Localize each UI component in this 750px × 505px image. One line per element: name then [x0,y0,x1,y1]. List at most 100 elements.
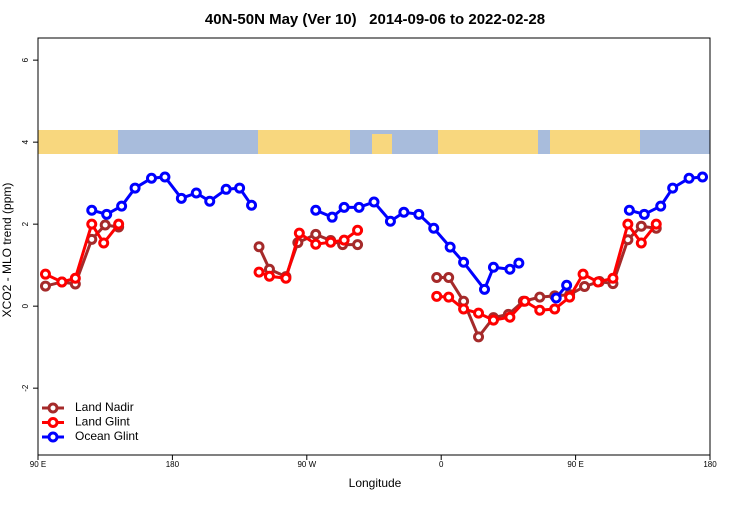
point [431,290,443,302]
legend-label: Land Glint [75,415,130,429]
legend-label: Land Nadir [75,400,134,414]
point [458,303,470,315]
point [338,201,350,213]
y-tick-label: 2 [21,221,30,226]
point [310,204,322,216]
point [113,218,125,230]
map-strip [38,130,710,154]
y-axis-label: XCO2 - MLO trend (ppm) [0,183,14,318]
point [175,192,187,204]
point [56,276,68,288]
point [487,314,499,326]
point [550,292,562,304]
point [263,270,275,282]
point [473,331,485,343]
point [116,200,128,212]
point [577,268,589,280]
point [368,196,380,208]
point [234,182,246,194]
x-tick-label: 180 [703,460,717,469]
point [398,206,410,218]
point [444,241,456,253]
legend-marker [47,431,59,443]
point [204,195,216,207]
point [159,171,171,183]
x-tick-label: 180 [166,460,180,469]
point [667,182,679,194]
point [145,172,157,184]
chart-title: 40N-50N May (Ver 10) 2014-09-06 to 2022-… [205,11,545,28]
point [592,276,604,288]
point [549,303,561,315]
point [683,172,695,184]
point [638,208,650,220]
point [697,171,709,183]
point [635,220,647,232]
point [86,204,98,216]
point [310,228,322,240]
point [98,237,110,249]
point [220,183,232,195]
point [635,237,647,249]
point [579,280,591,292]
x-tick-label: 90 E [567,460,583,469]
point [650,218,662,230]
series-line [436,220,658,322]
point [129,182,141,194]
legend-marker [47,402,59,414]
point [384,215,396,227]
point [622,218,634,230]
point [513,257,525,269]
x-tick-label: 90 W [297,460,316,469]
point [280,272,292,284]
point [519,295,531,307]
point [458,256,470,268]
point [443,271,455,283]
y-tick-label: -2 [21,384,30,392]
point [293,227,305,239]
point [338,234,350,246]
point [39,280,51,292]
point [431,271,443,283]
point [473,307,485,319]
point [413,208,425,220]
point [99,219,111,231]
point [479,283,491,295]
point [561,279,573,291]
point [39,268,51,280]
y-tick-label: 0 [21,303,30,308]
plot-frame [37,37,711,456]
point [504,311,516,323]
x-axis-label: Longitude [349,476,402,490]
x-tick-label: 0 [439,460,444,469]
x-tick-label: 90 E [30,460,46,469]
point [246,199,258,211]
point [86,218,98,230]
point [534,291,546,303]
y-tick-label: 6 [21,57,30,62]
series-line [436,224,657,340]
point [325,236,337,248]
y-tick-label: 4 [21,139,30,144]
series-line [44,220,120,284]
point [310,238,322,250]
point [326,211,338,223]
point [443,291,455,303]
point [607,272,619,284]
point [352,224,364,236]
point [253,241,265,253]
point [69,272,81,284]
point [352,239,364,251]
point [564,291,576,303]
point [253,266,265,278]
point [655,200,667,212]
point [101,208,113,220]
legend-label: Ocean Glint [75,429,139,443]
point [623,204,635,216]
point [353,201,365,213]
point [428,222,440,234]
point [534,304,546,316]
legend-marker [47,417,59,428]
point [190,187,202,199]
